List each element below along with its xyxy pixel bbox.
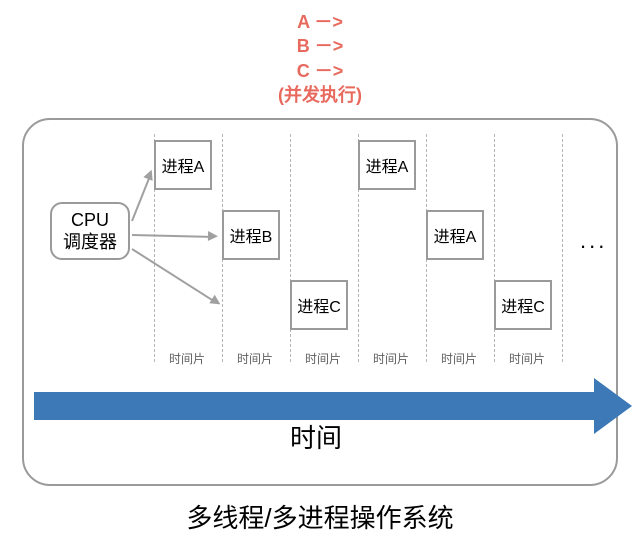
timeslice-label: 时间片 (497, 350, 557, 367)
scheduler-arrow-head (209, 294, 223, 308)
process-box: 进程C (290, 280, 348, 330)
timeslice-divider (562, 134, 563, 362)
process-box: 进程A (358, 140, 416, 190)
header-line-c: C －> (0, 59, 640, 83)
ellipsis-icon: ... (580, 228, 607, 254)
timeslice-label: 时间片 (361, 350, 421, 367)
scheduler-arrow (131, 248, 213, 301)
scheduler-arrow (132, 234, 210, 238)
scheduler-arrow (131, 178, 150, 221)
header-line-concurrent: (并发执行) (0, 83, 640, 107)
process-box: 进程C (494, 280, 552, 330)
process-box: 进程B (222, 210, 280, 260)
time-axis-label: 时间 (290, 418, 342, 455)
concurrency-header: A －> B －> C －> (并发执行) (0, 0, 640, 107)
cpu-scheduler-box: CPU 调度器 (50, 202, 130, 260)
timeslice-label: 时间片 (429, 350, 489, 367)
header-line-b: B －> (0, 34, 640, 58)
scheduler-arrow-head (208, 231, 218, 241)
diagram-caption: 多线程/多进程操作系统 (0, 498, 640, 535)
header-line-a: A －> (0, 10, 640, 34)
timeslice-label: 时间片 (293, 350, 353, 367)
scheduler-panel: CPU 调度器进程A进程B进程C进程A进程A进程C时间片时间片时间片时间片时间片… (22, 118, 618, 486)
timeslice-label: 时间片 (157, 350, 217, 367)
process-box: 进程A (154, 140, 212, 190)
process-box: 进程A (426, 210, 484, 260)
timeslice-label: 时间片 (225, 350, 285, 367)
